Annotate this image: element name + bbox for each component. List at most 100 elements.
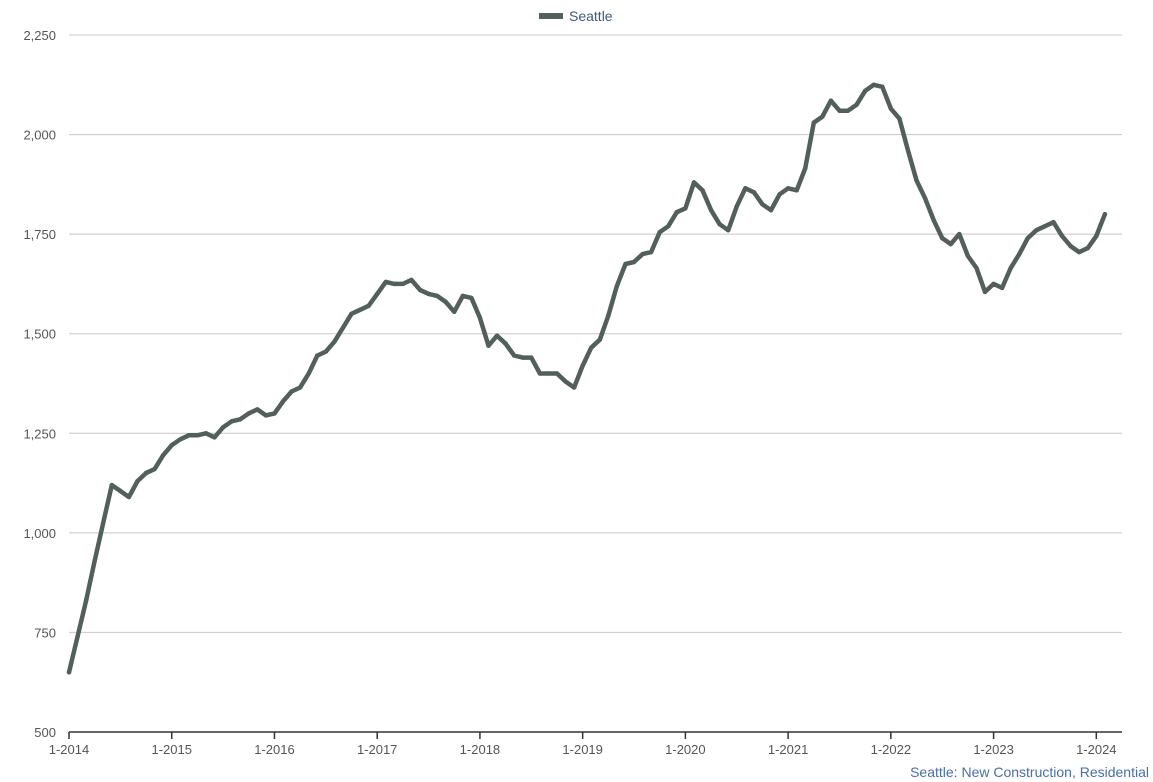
data-point (837, 108, 842, 113)
data-point (597, 337, 602, 342)
data-point (400, 281, 406, 287)
data-point (897, 116, 902, 121)
data-point (982, 289, 988, 295)
data-point (1059, 233, 1065, 239)
data-point (83, 598, 89, 603)
data-point (229, 419, 234, 424)
data-point (931, 218, 936, 223)
y-tick-label: 1,750 (23, 227, 56, 242)
data-point (349, 311, 354, 316)
data-point (494, 333, 500, 338)
data-point (811, 120, 816, 125)
data-point (554, 371, 560, 376)
data-point (409, 277, 414, 283)
data-point (1042, 224, 1048, 229)
data-point (135, 478, 140, 484)
data-point (1051, 220, 1056, 225)
gridlines (69, 34, 1122, 633)
data-point (648, 249, 654, 255)
data-point (255, 407, 260, 412)
data-point (323, 349, 328, 354)
data-point (332, 339, 337, 344)
x-tick-label: 1-2017 (357, 742, 397, 757)
x-tick-label: 1-2016 (254, 742, 294, 757)
data-point (785, 186, 791, 191)
data-point (392, 281, 397, 287)
data-point (546, 371, 551, 376)
data-point (297, 385, 303, 390)
data-point (708, 208, 714, 213)
data-point (426, 291, 431, 297)
data-point (828, 98, 834, 103)
data-point (280, 399, 286, 404)
data-point (383, 279, 388, 285)
data-point (914, 178, 919, 183)
data-point (161, 453, 166, 458)
data-point (888, 106, 894, 111)
data-point (991, 281, 996, 287)
data-point (1034, 228, 1039, 233)
data-point (529, 355, 534, 360)
data-point (186, 433, 192, 438)
data-point (289, 389, 294, 394)
series-group (66, 82, 1108, 675)
data-point (674, 210, 679, 215)
data-point (203, 431, 209, 436)
series-line-seattle (66, 82, 1108, 675)
data-point (606, 313, 611, 318)
data-point (614, 283, 620, 289)
y-tick-label: 1,500 (23, 327, 56, 342)
y-tick-label: 750 (34, 625, 56, 640)
data-point (691, 180, 697, 185)
data-point (101, 520, 106, 526)
data-point (306, 371, 311, 376)
data-point (1008, 265, 1013, 271)
data-point (777, 192, 782, 197)
data-point (700, 188, 705, 193)
legend: Seattle (539, 8, 613, 24)
data-point (1102, 212, 1108, 217)
data-point (178, 437, 183, 442)
data-point (315, 353, 320, 358)
data-point (683, 206, 688, 211)
data-point (340, 325, 346, 330)
y-tick-label: 500 (34, 725, 56, 740)
data-point (965, 253, 971, 259)
data-point (905, 148, 911, 153)
data-point (126, 494, 132, 500)
data-point (366, 303, 371, 308)
data-point (486, 343, 491, 348)
x-tick-label: 1-2014 (49, 742, 89, 757)
x-tick-label: 1-2022 (871, 742, 911, 757)
data-point (263, 413, 269, 418)
data-point (1094, 233, 1099, 239)
x-tick-label: 1-2023 (973, 742, 1013, 757)
data-point (272, 411, 277, 416)
data-point (957, 231, 962, 237)
y-tick-label: 1,000 (23, 526, 56, 541)
y-tick-label: 2,250 (23, 28, 56, 43)
x-tick-label: 1-2021 (768, 742, 808, 757)
data-point (469, 295, 474, 301)
data-point (563, 379, 568, 384)
data-point (1017, 251, 1022, 257)
data-point (537, 371, 543, 376)
data-point (66, 670, 72, 675)
data-point (640, 251, 645, 257)
x-tick-label: 1-2015 (151, 742, 191, 757)
data-point (212, 435, 217, 440)
data-point (152, 466, 157, 472)
data-point (580, 363, 585, 368)
data-point (375, 291, 380, 297)
data-point (109, 482, 115, 488)
data-point (726, 228, 731, 233)
data-point (512, 353, 517, 358)
data-point (940, 235, 945, 241)
data-point (974, 265, 979, 271)
data-point (657, 230, 662, 235)
x-tick-label: 1-2024 (1076, 742, 1116, 757)
data-point (631, 259, 637, 265)
data-point (1085, 245, 1091, 251)
data-point (854, 102, 859, 107)
source-note: Seattle: New Construction, Residential (910, 764, 1149, 780)
